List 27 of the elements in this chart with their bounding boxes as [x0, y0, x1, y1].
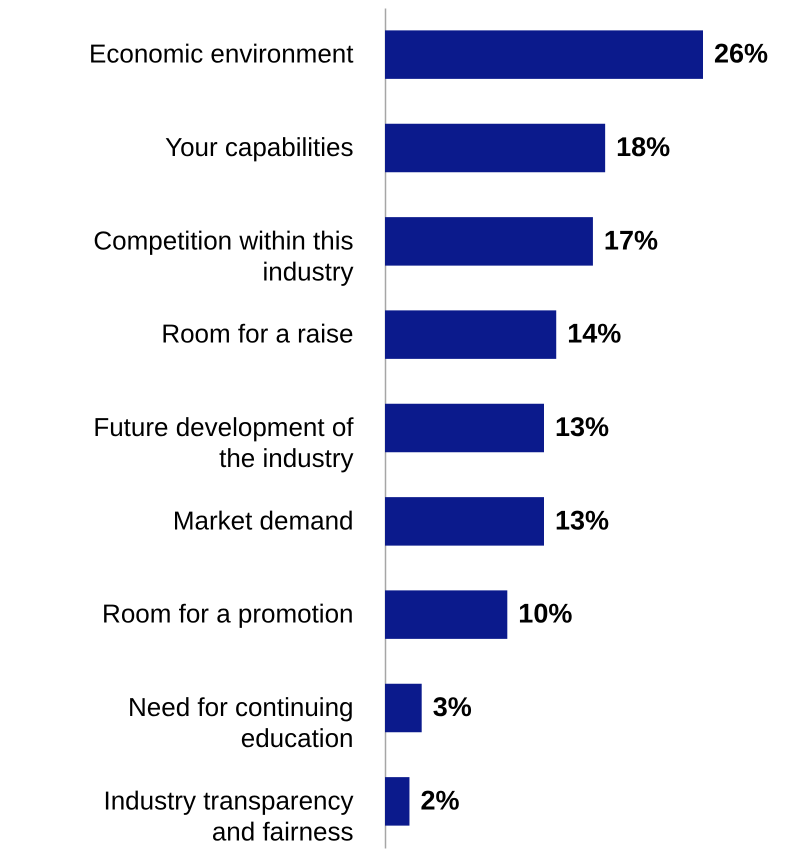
data-label: 13%	[555, 505, 610, 536]
y-tick-label: Your capabilities	[165, 132, 354, 162]
bar	[385, 310, 556, 359]
y-tick-label: Room for a raise	[161, 318, 354, 349]
data-label: 26%	[714, 38, 768, 69]
bar	[385, 497, 544, 546]
y-tick-label: Room for a promotion	[102, 598, 354, 629]
data-label: 13%	[555, 412, 610, 442]
y-tick-label: Industry transparency and fairness	[103, 785, 354, 846]
data-label: 17%	[604, 225, 658, 256]
y-tick-label: Future development of the industry	[93, 412, 354, 473]
bar	[385, 590, 508, 639]
y-tick-label: Competition within this industry	[93, 225, 354, 286]
y-tick-label: Market demand	[172, 505, 354, 536]
bar	[385, 30, 703, 79]
y-tick-label: Need for continuing education	[128, 692, 354, 753]
data-label: 14%	[567, 318, 622, 349]
y-tick-label: Economic environment	[89, 38, 354, 69]
data-label: 3%	[432, 692, 472, 722]
bar	[385, 777, 410, 826]
data-label: 18%	[616, 132, 670, 162]
bar	[385, 124, 606, 172]
bar	[385, 404, 544, 452]
data-label: 2%	[420, 785, 460, 816]
bar	[385, 217, 593, 266]
data-label: 10%	[518, 598, 572, 629]
bar	[385, 684, 422, 732]
